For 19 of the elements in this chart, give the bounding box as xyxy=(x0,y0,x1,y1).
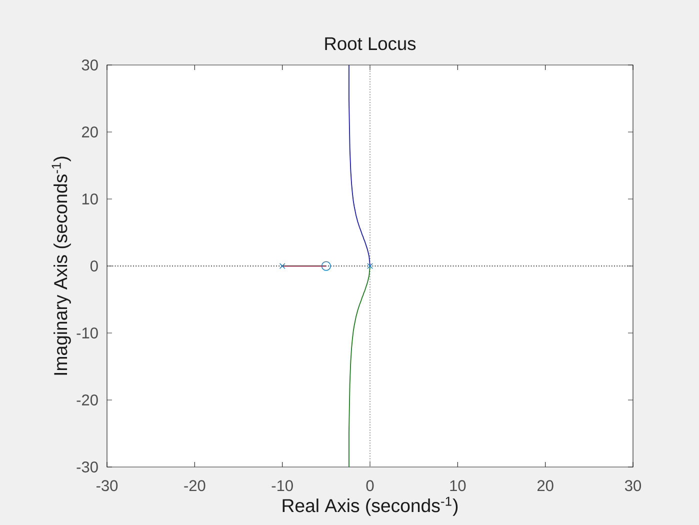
y-tick-label: 30 xyxy=(82,60,98,70)
y-tick-label: 10 xyxy=(82,194,98,204)
x-tick-label: 0 xyxy=(366,480,374,492)
line-series xyxy=(348,266,370,467)
x-axis-title: Real Axis (seconds$^{-1}$) xyxy=(282,496,458,516)
x-tick-label: 10 xyxy=(450,480,466,492)
line-series xyxy=(348,65,370,266)
x-tick-label: 30 xyxy=(624,480,642,492)
chart-title: Root Locus xyxy=(325,37,416,50)
x-tick-label: -30 xyxy=(96,480,118,492)
y-tick-label: -30 xyxy=(76,462,98,472)
x-tick-label: -20 xyxy=(184,480,206,492)
x-tick-label: 20 xyxy=(537,480,554,492)
y-tick-label: -10 xyxy=(76,328,98,338)
y-tick-label: -20 xyxy=(76,394,98,406)
y-tick-label: 0 xyxy=(90,260,98,272)
y-axis-title: Imaginary Axis (seconds$^{-1}$) xyxy=(52,156,71,375)
y-tick-label: 20 xyxy=(82,126,98,138)
x-tick-label: -10 xyxy=(272,480,293,492)
